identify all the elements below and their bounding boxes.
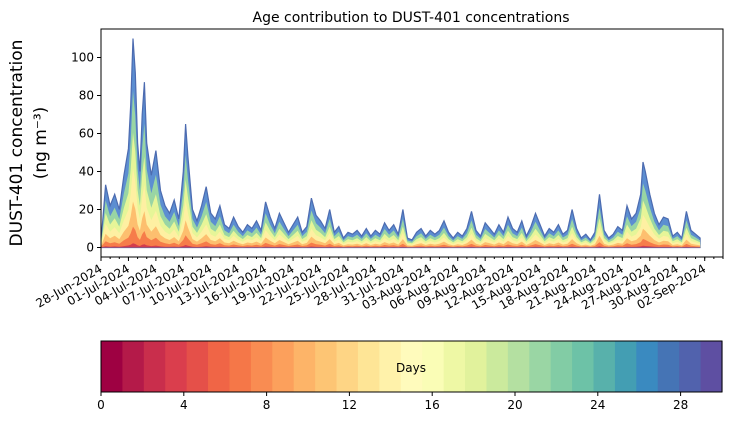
colorbar-segment xyxy=(443,341,466,392)
colorbar-segment xyxy=(507,341,530,392)
colorbar-segment xyxy=(379,341,402,392)
colorbar-segment xyxy=(272,341,295,392)
colorbar-segment xyxy=(422,341,445,392)
stacked-age-areas xyxy=(101,38,701,249)
colorbar-ticks: 0 4 8 12 16 20 24 28 xyxy=(97,392,688,412)
colorbar-segment xyxy=(529,341,552,392)
colorbar-segment xyxy=(315,341,338,392)
y-tick-label: 60 xyxy=(79,127,94,141)
colorbar-segment xyxy=(122,341,145,392)
colorbar-segment xyxy=(250,341,273,392)
colorbar-frame xyxy=(100,340,723,393)
colorbar-segment xyxy=(143,341,166,392)
colorbar-tick-label: 8 xyxy=(263,398,271,412)
y-axis-label-line1: DUST-401 concentration xyxy=(7,40,27,247)
colorbar-segment xyxy=(700,341,723,392)
colorbar-segment xyxy=(572,341,595,392)
colorbar-segment xyxy=(229,341,252,392)
age-band-area-0 xyxy=(101,243,701,248)
colorbar-segment xyxy=(679,341,702,392)
colorbar-tick-label: 0 xyxy=(97,398,105,412)
colorbar-segment xyxy=(593,341,616,392)
colorbar xyxy=(101,341,723,392)
colorbar-segment xyxy=(400,341,423,392)
colorbar-tick-label: 20 xyxy=(507,398,522,412)
y-tick-label: 40 xyxy=(79,165,94,179)
chart-title: Age contribution to DUST-401 concentrati… xyxy=(253,10,570,26)
colorbar-segment xyxy=(657,341,680,392)
colorbar-segment xyxy=(208,341,231,392)
x-axis: 28-Jun-202401-Jul-202404-Jul-202407-Jul-… xyxy=(34,257,724,312)
y-axis-label-line2: (ng m⁻³) xyxy=(31,107,51,180)
colorbar-segment xyxy=(465,341,488,392)
colorbar-label: Days xyxy=(396,361,426,375)
age-band-area-1 xyxy=(101,226,701,248)
colorbar-segment xyxy=(101,341,124,392)
colorbar-segment xyxy=(636,341,659,392)
colorbar-segment xyxy=(165,341,188,392)
y-axis-label: DUST-401 concentration (ng m⁻³) xyxy=(7,40,51,247)
colorbar-tick-label: 4 xyxy=(180,398,188,412)
colorbar-segment xyxy=(357,341,380,392)
colorbar-tick-label: 16 xyxy=(425,398,440,412)
y-axis: 0 20 40 60 80 100 xyxy=(71,51,101,255)
colorbar-tick-label: 28 xyxy=(673,398,688,412)
colorbar-segment xyxy=(550,341,573,392)
colorbar-segment xyxy=(486,341,509,392)
y-tick-label: 0 xyxy=(86,241,94,255)
colorbar-tick-label: 12 xyxy=(342,398,357,412)
y-tick-label: 100 xyxy=(71,51,94,65)
y-tick-label: 80 xyxy=(79,89,94,103)
colorbar-segment xyxy=(336,341,359,392)
colorbar-segment xyxy=(614,341,637,392)
colorbar-tick-label: 24 xyxy=(590,398,605,412)
colorbar-segment xyxy=(293,341,316,392)
y-tick-label: 20 xyxy=(79,203,94,217)
colorbar-segment xyxy=(186,341,209,392)
